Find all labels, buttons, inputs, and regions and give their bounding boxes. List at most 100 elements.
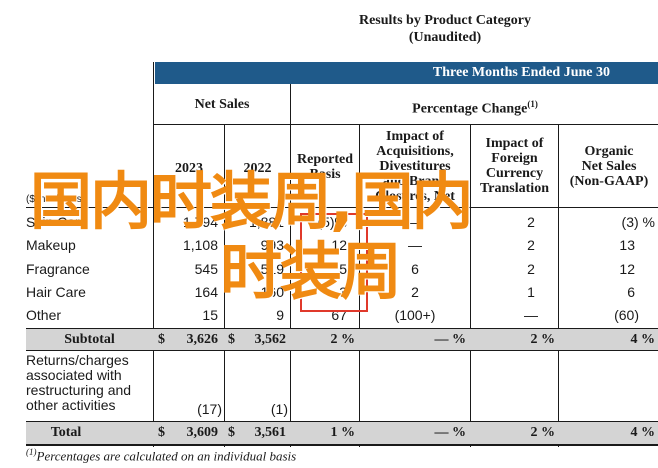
total-2022: 3,561 <box>254 425 287 440</box>
returns-label-line: Returns/charges <box>26 352 129 368</box>
cell-2022: 160 <box>260 284 284 300</box>
cell-2023: 1,794 <box>182 214 218 230</box>
col-header-reported-line: Basis <box>309 167 341 182</box>
cell-foreign-currency: 1 <box>527 284 535 300</box>
col-header-reported-line: Reported <box>297 152 353 167</box>
row-label: Makeup <box>26 237 76 253</box>
footnote-text: Percentages are calculated on an individ… <box>36 448 297 464</box>
total-reported: 1 % <box>330 425 356 440</box>
cell-foreign-currency: — <box>524 307 538 323</box>
grid-line <box>470 125 471 447</box>
cell-organic: (3) % <box>621 214 655 230</box>
grid-line <box>290 84 291 447</box>
col-header-fx-line: Impact of <box>485 136 544 151</box>
cell-2022: 519 <box>260 261 284 277</box>
grid-line <box>26 421 658 422</box>
grid-line <box>153 124 658 125</box>
returns-2023: (17) <box>197 401 222 417</box>
subtotal-row-bg <box>26 329 658 350</box>
col-header-acq-line: and Brand <box>382 174 448 189</box>
net-sales-header: Net Sales <box>194 97 250 112</box>
total-label: Total <box>50 425 82 440</box>
returns-2022: (1) <box>270 401 288 417</box>
cell-reported: 3 <box>339 284 347 300</box>
cell-2022: 1,881 <box>248 214 284 230</box>
returns-label-line: associated with <box>26 367 122 383</box>
col-header-acquisitions: Impact of Acquisitions, Divestitures and… <box>360 129 470 204</box>
period-band-label: Three Months Ended June 30 <box>432 65 610 80</box>
cell-2023: 1,108 <box>182 237 218 253</box>
subtotal-label: Subtotal <box>64 332 115 347</box>
pct-change-footnote-marker: (1) <box>527 99 538 109</box>
footnote: (1)Percentages are calculated on an indi… <box>26 447 296 464</box>
cell-foreign-currency: 2 <box>527 237 535 253</box>
subtotal-reported: 2 % <box>330 332 356 347</box>
grid-line <box>26 350 658 351</box>
returns-label: Returns/charges associated with restruct… <box>26 353 131 413</box>
grid-line <box>26 444 658 446</box>
cell-acquisitions: — <box>408 214 422 230</box>
total-foreign-currency: 2 % <box>530 425 556 440</box>
row-label: Hair Care <box>26 284 86 300</box>
col-header-2023: 2023 <box>175 161 203 176</box>
total-row-bg <box>26 422 658 444</box>
total-2023: 3,609 <box>186 425 219 440</box>
cell-reported: 5 <box>339 261 347 277</box>
report-title-line2: (Unaudited) <box>408 30 482 45</box>
currency-symbol: $ <box>228 332 235 347</box>
cell-organic: 13 <box>619 237 635 253</box>
col-header-fx-line: Translation <box>480 181 549 196</box>
pct-change-header: Percentage Change(1) <box>291 97 658 117</box>
row-label: Skin Care <box>26 214 88 230</box>
cell-2022: 9 <box>276 307 284 323</box>
col-header-2022: 2022 <box>243 161 272 176</box>
cell-acquisitions: — <box>408 237 422 253</box>
col-header-foreign-currency: Impact of Foreign Currency Translation <box>471 136 558 196</box>
highlight-box <box>300 213 368 312</box>
total-acquisitions: — % <box>434 425 467 440</box>
subtotal-2023: 3,626 <box>186 332 219 347</box>
pct-change-header-label: Percentage Change <box>412 101 528 117</box>
cell-2022: 993 <box>260 237 284 253</box>
currency-symbol: $ <box>158 425 165 440</box>
col-header-fx-line: Foreign <box>491 151 538 166</box>
cell-reported: 12 <box>331 237 347 253</box>
footnote-marker: (1) <box>26 447 37 457</box>
report-title: Results by Product Category (Unaudited) <box>300 12 590 46</box>
cell-foreign-currency: 2 <box>527 214 535 230</box>
col-header-acq-line: Divestitures <box>379 159 451 174</box>
grid-line <box>26 328 658 329</box>
col-header-fx-line: Currency <box>485 166 544 181</box>
subtotal-2022: 3,562 <box>254 332 287 347</box>
col-header-reported: Reported Basis <box>291 152 359 182</box>
cell-acquisitions: (100+) <box>394 307 436 323</box>
returns-label-line: other activities <box>26 397 116 413</box>
subtotal-organic: 4 % <box>630 332 656 347</box>
cell-reported: (5)% <box>317 214 347 230</box>
subtotal-foreign-currency: 2 % <box>530 332 556 347</box>
col-header-organic: Organic Net Sales (Non-GAAP) <box>559 144 658 189</box>
total-organic: 4 % <box>630 425 656 440</box>
cell-organic: 6 <box>627 284 635 300</box>
col-header-organic-line: (Non-GAAP) <box>569 174 649 189</box>
cell-2023: 164 <box>194 284 218 300</box>
cell-organic: (60) <box>614 307 639 323</box>
grid-line <box>359 125 360 447</box>
cell-foreign-currency: 2 <box>527 261 535 277</box>
row-label: Fragrance <box>26 261 90 277</box>
cell-organic: 12 <box>619 261 635 277</box>
period-band: Three Months Ended June 30 <box>155 62 658 84</box>
report-title-line1: Results by Product Category <box>358 13 531 28</box>
cell-acquisitions: 2 <box>411 284 419 300</box>
cell-2023: 15 <box>202 307 218 323</box>
currency-symbol: $ <box>158 332 165 347</box>
grid-line <box>26 207 658 208</box>
grid-line <box>153 62 154 447</box>
returns-label-line: restructuring and <box>26 382 132 398</box>
cell-2023: 545 <box>194 261 218 277</box>
grid-line <box>224 125 225 447</box>
row-label: Other <box>26 307 62 323</box>
subtotal-acquisitions: — % <box>434 332 467 347</box>
col-header-acq-line: Acquisitions, <box>376 144 454 159</box>
col-header-acq-line: Impact of <box>386 129 444 144</box>
